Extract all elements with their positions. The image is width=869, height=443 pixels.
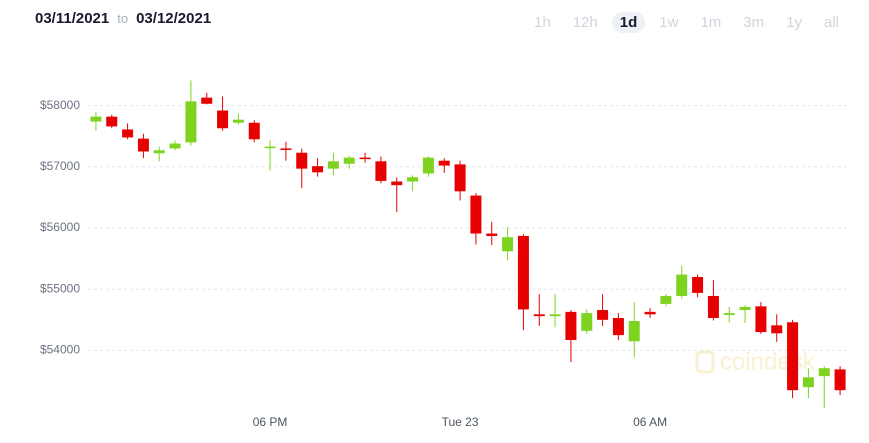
candle-body [343, 157, 355, 164]
range-button[interactable]: 1w [659, 14, 679, 31]
x-tick-label: 06 PM [253, 415, 288, 429]
range-button[interactable]: 1d [611, 12, 646, 33]
candle-body [517, 235, 529, 310]
candle-body [153, 150, 165, 154]
candle-body [296, 152, 308, 169]
range-selector: 1h 12h 1d 1w 1m 3m 1y all [526, 12, 847, 33]
watermark-text: coindesk [720, 348, 816, 375]
range-button[interactable]: 12h [572, 14, 598, 31]
candle-body [739, 306, 751, 311]
range-button[interactable]: all [823, 14, 839, 31]
candle-body [565, 311, 577, 341]
candle-body [707, 295, 719, 318]
candle-body [201, 97, 213, 104]
range-button[interactable]: 3m [743, 14, 765, 31]
candle-body [628, 321, 640, 342]
candle-body [787, 322, 799, 391]
watermark-icon [695, 350, 715, 374]
candle-body [834, 369, 846, 391]
range-button[interactable]: 1y [786, 14, 802, 31]
candle-body [676, 274, 688, 296]
candle-body [248, 122, 260, 140]
candle-body [771, 325, 783, 334]
candle-body [454, 164, 466, 192]
candle-body [470, 195, 482, 234]
watermark: coindesk [695, 348, 816, 375]
candle-body [169, 143, 181, 149]
date-separator: to [117, 11, 129, 26]
candle-body [660, 295, 672, 304]
candle-body [359, 157, 371, 160]
candle-body [327, 161, 339, 169]
candle-body [90, 116, 102, 122]
x-tick-label: 06 AM [633, 415, 667, 429]
date-range: 03/11/2021 to 03/12/2021 [35, 10, 211, 27]
candle-body [486, 233, 498, 236]
candle-body [502, 237, 514, 252]
y-tick-label: $57000 [40, 159, 80, 173]
candle-body [597, 310, 609, 320]
candle-body [407, 177, 419, 182]
candle-body [533, 314, 545, 317]
candle-body [612, 317, 624, 336]
candle-body [137, 138, 149, 152]
end-date: 03/12/2021 [136, 10, 212, 27]
candle-body [280, 148, 292, 150]
candle-body [818, 368, 830, 377]
candle-body [106, 116, 118, 127]
range-button[interactable]: 1h [534, 14, 551, 31]
start-date: 03/11/2021 [35, 10, 110, 27]
candle-body [802, 377, 814, 388]
candle-body [692, 276, 704, 293]
candle-body [232, 119, 244, 123]
candle-body [549, 314, 561, 317]
y-tick-label: $58000 [40, 98, 80, 112]
x-tick-label: Tue 23 [442, 415, 479, 429]
candle-body [375, 161, 387, 181]
candle-body [185, 101, 197, 143]
candle-body [581, 313, 593, 331]
y-tick-label: $55000 [40, 281, 80, 295]
candle-body [264, 146, 276, 149]
candle-body [644, 311, 656, 315]
candle-body [391, 181, 403, 186]
candle-body [422, 157, 434, 174]
range-button[interactable]: 1m [700, 14, 722, 31]
candle-body [723, 313, 735, 315]
y-tick-label: $56000 [40, 220, 80, 234]
candle-body [217, 110, 229, 129]
y-tick-label: $54000 [40, 343, 80, 357]
candle-body [312, 166, 324, 173]
candle-body [755, 306, 767, 333]
candle-body [438, 160, 450, 166]
candle-body [122, 129, 134, 138]
